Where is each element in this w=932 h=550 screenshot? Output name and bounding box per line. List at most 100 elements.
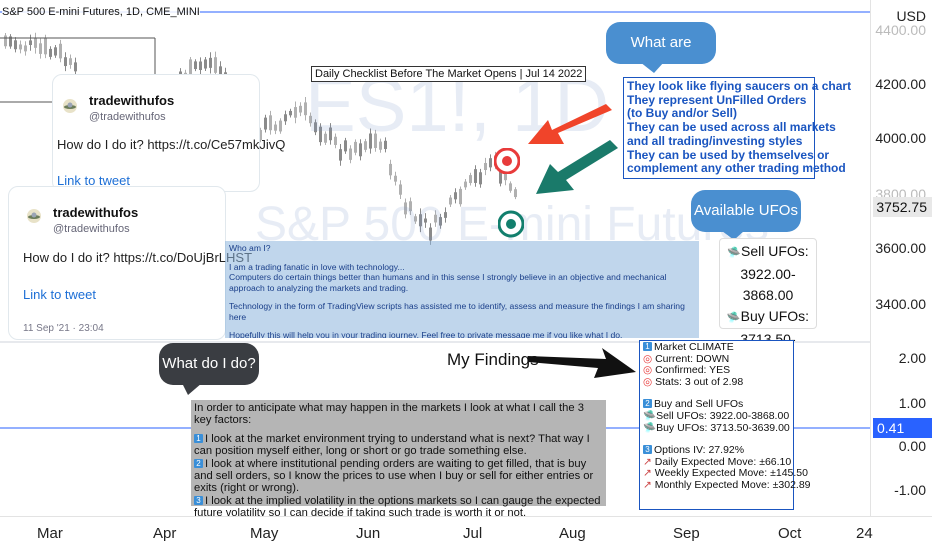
- findings-line: ◎ Current: DOWN: [643, 352, 790, 366]
- chart-icon: ↗: [643, 478, 652, 491]
- month-label: 24: [856, 525, 873, 542]
- buy-label: Buy UFOs:: [740, 308, 810, 324]
- ufo-line: and all trading/investing styles: [627, 133, 803, 148]
- candle-body: [279, 120, 282, 132]
- confirmed-text: Confirmed: YES: [655, 364, 731, 377]
- climate-title-text: Market CLIMATE: [654, 341, 734, 353]
- candle-body: [39, 43, 42, 54]
- currency-label: USD: [896, 8, 926, 24]
- bubble-text: Available UFOs: [694, 202, 798, 219]
- candle-body: [274, 124, 277, 131]
- weekly-text: Weekly Expected Move: ±145.50: [654, 467, 808, 480]
- available-ufos-bubble[interactable]: Available UFOs: [691, 190, 801, 232]
- tweet-card[interactable]: tradewithufos @tradewithufos How do I do…: [8, 186, 252, 340]
- method-intro: In order to anticipate what may happen i…: [194, 402, 584, 427]
- month-label: Jul: [463, 525, 483, 542]
- tweet-card[interactable]: tradewithufos @tradewithufos How do I do…: [52, 74, 285, 192]
- candle-body: [484, 163, 487, 171]
- sell-line: 🛸Sell UFOs:: [720, 241, 816, 264]
- ufo-description-box[interactable]: They look like flying saucers on a chart…: [623, 77, 851, 179]
- who-am-i-paragraph: Technology in the form of TradingView sc…: [229, 301, 685, 322]
- price-tick: 4000.00: [875, 130, 926, 146]
- ufo-icon: 🛸: [727, 247, 741, 259]
- candle-body: [419, 214, 422, 227]
- target-icon: ◎: [643, 364, 653, 377]
- price-tick: 4200.00: [875, 76, 926, 92]
- month-label: Jun: [356, 525, 381, 542]
- avatar: [63, 99, 77, 113]
- candle-body: [264, 117, 267, 130]
- findings-line: 🛸Buy UFOs: 3713.50-3639.00: [643, 421, 790, 435]
- candle-body: [219, 66, 222, 79]
- symbol-title[interactable]: S&P 500 E-mini Futures, 1D, CME_MINI: [2, 6, 200, 18]
- candle-body: [24, 45, 27, 52]
- candle-body: [399, 184, 402, 195]
- time-axis[interactable]: Mar Apr May Jun Jul Aug Sep Oct 24: [0, 516, 932, 550]
- annotation-arrows: [528, 104, 618, 194]
- candle-body: [54, 47, 57, 56]
- sell-label: Sell UFOs:: [741, 243, 809, 259]
- candle-body: [269, 115, 272, 131]
- candle-body: [499, 171, 502, 184]
- month-label: Sep: [673, 525, 700, 542]
- monthly-text: Monthly Expected Move: ±302.89: [654, 478, 811, 491]
- candle-body: [409, 201, 412, 212]
- available-ufos-box[interactable]: 🛸Sell UFOs: 3922.00-3868.00 🛸Buy UFOs: 3…: [719, 238, 817, 368]
- candle-body: [9, 36, 12, 47]
- factor-text: I look at where institutional pending or…: [194, 457, 594, 495]
- candle-body: [59, 43, 62, 59]
- bubble-pointer: [722, 231, 744, 240]
- ufo-icon: 🛸: [643, 421, 657, 434]
- tweet-text: How do I do it? https://t.co/Ce57mkJivQ: [57, 137, 286, 152]
- candle-body: [459, 188, 462, 205]
- daily-text: Daily Expected Move: ±66.10: [654, 455, 792, 468]
- candle-body: [289, 110, 292, 116]
- who-am-i-paragraph: Hopefully this will help you in your tra…: [229, 330, 623, 338]
- what-do-i-do-bubble[interactable]: What do I do?: [159, 343, 259, 385]
- stats-text: Stats: 3 out of 2.98: [655, 375, 744, 388]
- method-box[interactable]: In order to anticipate what may happen i…: [191, 400, 606, 519]
- tweet-link[interactable]: Link to tweet: [57, 173, 130, 188]
- candle-body: [489, 158, 492, 168]
- candle-body: [509, 183, 512, 191]
- findings-line: ↗ Monthly Expected Move: ±302.89: [643, 478, 811, 492]
- candle-body: [359, 143, 362, 157]
- ufo-line: complement any other trading method: [627, 161, 846, 176]
- tweet-handle: @tradewithufos: [53, 223, 130, 235]
- checklist-label[interactable]: Daily Checklist Before The Market Opens …: [311, 66, 587, 82]
- who-am-i-box[interactable]: Who am I? I am a trading fanatic in love…: [225, 241, 699, 338]
- candle-body: [369, 133, 372, 149]
- buy-target-icon: [498, 210, 524, 238]
- chart-icon: ↗: [643, 467, 652, 480]
- candle-body: [394, 175, 397, 182]
- candle-body: [504, 170, 507, 181]
- tweet-text: How do I do it? https://t.co/DoUjBrLHST: [23, 250, 253, 265]
- candle-body: [209, 57, 212, 68]
- ufo-line: They can be used across all markets: [627, 120, 836, 135]
- candle-body: [4, 35, 7, 47]
- findings-arrow-icon: [528, 348, 636, 378]
- ufo-icon: [64, 102, 76, 109]
- options-title-text: Options IV: 27.92%: [654, 444, 745, 457]
- findings-box[interactable]: 1 Market CLIMATE ◎ Current: DOWN ◎ Confir…: [639, 340, 811, 510]
- chart-icon: ↗: [643, 455, 652, 468]
- candle-body: [214, 57, 217, 73]
- candle-body: [424, 218, 427, 223]
- price-axis[interactable]: USD 4400.00 4200.00 4000.00 3800.00 3752…: [870, 0, 932, 516]
- candle-body: [304, 102, 307, 116]
- candle-body: [189, 59, 192, 74]
- indicator-tick: -1.00: [894, 482, 926, 498]
- indicator-value-tag: 0.41: [873, 418, 932, 438]
- candle-body: [64, 57, 67, 67]
- candle-body: [469, 175, 472, 184]
- climate-title: 1 Market CLIMATE: [643, 341, 790, 354]
- options-title: 3 Options IV: 27.92%: [643, 444, 790, 457]
- candle-body: [434, 214, 437, 223]
- target-icon: ◎: [643, 352, 653, 365]
- findings-line: ↗ Weekly Expected Move: ±145.50: [643, 467, 808, 480]
- candle-body: [19, 44, 22, 50]
- candle-body: [404, 202, 407, 215]
- tweet-link[interactable]: Link to tweet: [23, 287, 96, 302]
- what-are-ufos-bubble[interactable]: What are UFOs?: [606, 22, 716, 93]
- candle-body: [49, 48, 52, 57]
